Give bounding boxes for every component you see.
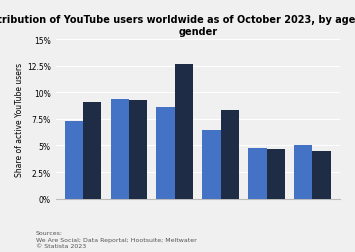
Text: Sources:
We Are Social; Data Reportal; Hootsuite; Meltwater
© Statista 2023: Sources: We Are Social; Data Reportal; H…: [36, 230, 196, 248]
Bar: [110, 99, 129, 199]
Bar: [248, 148, 267, 199]
Bar: [175, 64, 193, 199]
Bar: [294, 146, 312, 199]
Y-axis label: Share of active YouTube users: Share of active YouTube users: [15, 62, 24, 176]
Title: Distribution of YouTube users worldwide as of October 2023, by age group and
gen: Distribution of YouTube users worldwide …: [0, 15, 355, 37]
Bar: [65, 121, 83, 199]
Bar: [83, 103, 102, 199]
Bar: [129, 100, 147, 199]
Bar: [312, 151, 331, 199]
Bar: [157, 108, 175, 199]
Bar: [267, 149, 285, 199]
Bar: [202, 130, 221, 199]
Bar: [221, 111, 239, 199]
